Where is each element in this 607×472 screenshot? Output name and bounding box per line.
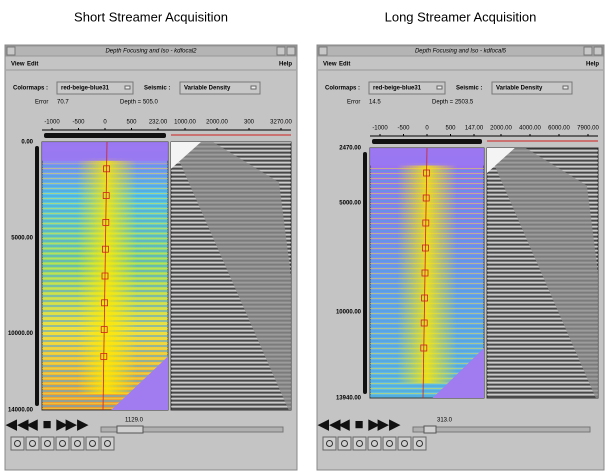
tool-button[interactable] [56,437,69,450]
depth-readout: Depth = 505.0 [120,100,159,106]
dropdown-icon [437,86,442,89]
window-title: Depth Focusing and Iso - kdfocal2 [105,49,197,55]
horizontal-scrollbar [44,133,166,138]
depth-tick-label: 14000.00 [8,408,34,414]
trace-tick-label: 2000.00 [490,126,512,132]
error-value: 70.7 [57,100,69,106]
forward-button[interactable]: ▶▶ [377,416,401,433]
semblance-top [42,142,168,161]
trace-tick-label: 4000.00 [519,126,541,132]
error-label: Error [347,100,360,106]
vertical-scrollbar [363,152,367,394]
offset-tick-label: -1000 [44,120,60,126]
offset-tick-label: 500 [445,126,456,132]
screenshot: Short Streamer Acquisition Depth Focusing… [0,0,607,472]
minimize-button[interactable] [584,47,592,55]
tool-button[interactable] [383,437,396,450]
slider-track[interactable] [413,427,590,432]
trace-tick-label: 7900.00 [577,126,599,132]
tool-button[interactable] [41,437,54,450]
menu-help[interactable]: Help [279,62,292,68]
tool-button[interactable] [86,437,99,450]
tool-button[interactable] [323,437,336,450]
slider-value: 1129.0 [125,418,144,424]
offset-tick-label: 147.00 [465,126,484,132]
stop-button[interactable]: ■ [42,416,51,433]
caption: Long Streamer Acquisition [385,9,537,24]
tool-button[interactable] [101,437,114,450]
body: Short Streamer Acquisition Depth Focusing… [0,0,607,472]
caption: Short Streamer Acquisition [74,9,228,24]
error-value: 14.5 [369,100,381,106]
depth-tick-label: 0.00 [21,140,33,146]
back-button[interactable]: ◀ [26,416,38,433]
slider-value: 313.0 [437,418,453,424]
window-menu-button[interactable] [7,47,15,55]
colormap-label: Colormaps : [325,86,360,92]
menu-item[interactable]: View [11,62,25,68]
trace-tick-label: 2000.00 [206,120,228,126]
colormap-value: red-beige-blue31 [61,86,110,92]
seismic-label: Seismic : [144,86,170,92]
maximize-button[interactable] [594,47,602,55]
offset-tick-label: -500 [72,120,85,126]
seismic-value: Variable Density [184,86,231,92]
tool-button[interactable] [11,437,24,450]
depth-readout: Depth = 2503.5 [432,100,474,106]
offset-tick-label: 500 [126,120,137,126]
dropdown-icon [563,86,568,89]
offset-tick-label: 232.00 [149,120,168,126]
horizontal-scrollbar [372,139,482,144]
seismic-value: Variable Density [496,86,543,92]
tool-button[interactable] [353,437,366,450]
depth-tick-label: 10000.00 [336,310,362,316]
trace-tick-label: 1000.00 [174,120,196,126]
depth-tick-label: 2470.00 [339,146,361,152]
offset-tick-label: -500 [397,126,410,132]
depth-tick-label: 10000.00 [8,331,34,337]
tool-button[interactable] [398,437,411,450]
window-title: Depth Focusing and Iso - kdfocal5 [415,49,507,55]
vertical-scrollbar [35,146,39,406]
offset-tick-label: -1000 [372,126,388,132]
colormap-label: Colormaps : [13,86,48,92]
colormap-value: red-beige-blue31 [373,86,422,92]
forward-button[interactable]: ▶▶ [65,416,89,433]
menu-item[interactable]: Edit [27,62,38,68]
trace-tick-label: 3270.00 [270,120,292,126]
error-label: Error [35,100,48,106]
window-menu-button[interactable] [319,47,327,55]
minimize-button[interactable] [277,47,285,55]
menu-help[interactable]: Help [586,62,599,68]
tool-button[interactable] [368,437,381,450]
tool-button[interactable] [26,437,39,450]
dropdown-icon [251,86,256,89]
back-button[interactable]: ◀ [338,416,350,433]
depth-tick-label: 5000.00 [339,201,361,207]
slider-thumb[interactable] [424,426,436,433]
depth-tick-label: 5000.00 [11,235,33,241]
trace-tick-label: 300 [244,120,255,126]
maximize-button[interactable] [287,47,295,55]
seismic-label: Seismic : [456,86,482,92]
slider-thumb[interactable] [117,426,143,433]
menu-item[interactable]: Edit [339,62,350,68]
depth-tick-label: 13940.00 [336,396,362,402]
tool-button[interactable] [413,437,426,450]
page: {"windows": [ {"caption": "Short Streame… [0,0,607,472]
stop-button[interactable]: ■ [354,416,363,433]
tool-button[interactable] [71,437,84,450]
menu-item[interactable]: View [323,62,337,68]
dropdown-icon [125,86,130,89]
trace-tick-label: 6000.00 [548,126,570,132]
tool-button[interactable] [338,437,351,450]
